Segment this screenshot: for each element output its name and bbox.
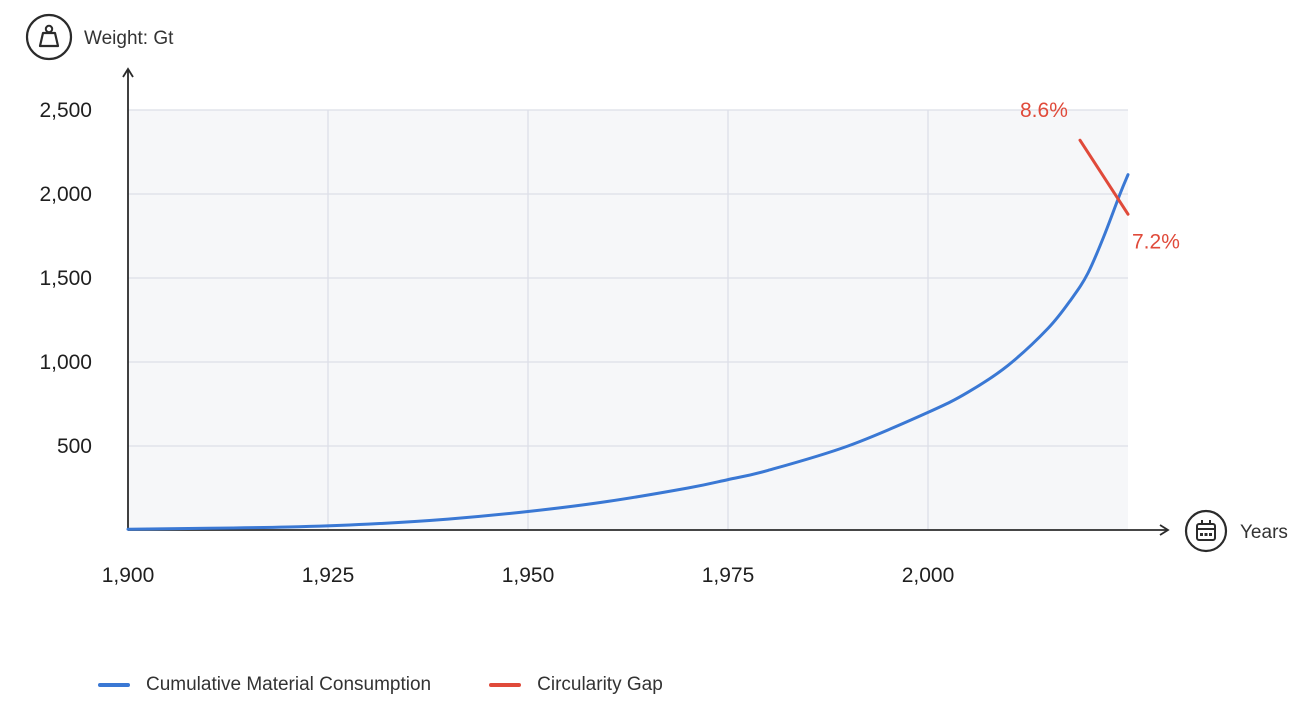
y-axis-title: Weight: Gt <box>84 28 174 49</box>
legend-swatch-circularity-gap <box>489 683 522 687</box>
chart-svg: 500 1,000 1,500 2,000 2,500 1,900 1,925 1,950 1,… <box>25 13 1288 587</box>
y-tick-label: 2,500 <box>39 99 92 122</box>
x-tick-label: 1,950 <box>502 564 555 587</box>
x-tick-label: 1,975 <box>702 564 755 587</box>
y-tick-label: 2,000 <box>39 183 92 206</box>
legend-label-consumption: Cumulative Material Consumption <box>146 674 432 695</box>
x-tick-label: 1,900 <box>102 564 155 587</box>
series-line-circularity-gap <box>1078 138 1130 216</box>
weight-icon <box>25 13 73 61</box>
y-tick-label: 500 <box>57 435 92 458</box>
legend-swatch-consumption <box>98 683 130 687</box>
x-axis-arrow <box>1159 524 1170 536</box>
legend-label-circularity-gap: Circularity Gap <box>537 674 663 695</box>
annotation-label: 8.6% <box>1020 99 1068 122</box>
series-line-consumption <box>126 173 1130 531</box>
y-tick-label: 1,500 <box>39 267 92 290</box>
calendar-icon <box>1184 509 1228 553</box>
legend: Cumulative Material Consumption Circular… <box>98 674 663 696</box>
legend-item-consumption[interactable]: Cumulative Material Consumption <box>98 674 431 696</box>
x-tick-label: 2,000 <box>902 564 955 587</box>
y-axis-arrow <box>122 67 134 78</box>
x-tick-label: 1,925 <box>302 564 355 587</box>
plot-background <box>128 110 1128 530</box>
y-tick-label: 1,000 <box>39 351 92 374</box>
x-axis-title: Years <box>1240 522 1288 543</box>
legend-item-circularity-gap[interactable]: Circularity Gap <box>489 674 663 696</box>
annotation-label: 7.2% <box>1132 230 1180 253</box>
